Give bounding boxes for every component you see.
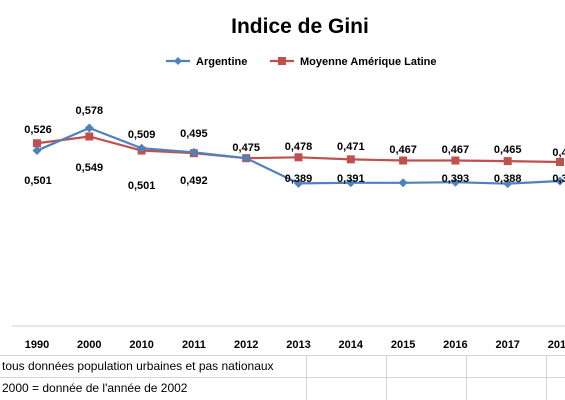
data-label: 0,467 <box>442 144 470 156</box>
data-point <box>33 139 41 148</box>
x-tick-label: 1990 <box>25 339 49 351</box>
x-tick-label: 2017 <box>495 339 519 351</box>
data-label: 0,467 <box>389 144 417 156</box>
data-label: 0,393 <box>442 173 470 185</box>
data-point <box>503 179 513 189</box>
data-point <box>503 157 512 166</box>
data-label: 0,471 <box>337 141 365 153</box>
data-point <box>241 153 251 163</box>
data-label: 0,389 <box>285 173 313 185</box>
note-urban-data: tous données population urbaines et pas … <box>2 359 274 373</box>
data-point <box>555 176 565 186</box>
cell-gridline <box>306 355 307 400</box>
data-point <box>189 147 199 157</box>
data-label: 0,478 <box>285 141 313 153</box>
data-label: 0,578 <box>76 105 104 117</box>
note-year-2002: 2000 = donnée de l'année de 2002 <box>2 381 188 395</box>
data-point <box>137 143 147 153</box>
cell-gridline <box>466 355 467 400</box>
data-label: 0,3 <box>552 173 565 185</box>
data-label: 0,475 <box>232 142 260 154</box>
data-point <box>450 177 460 187</box>
gini-line-chart: Indice de Gini Argentine Moyenne Amérique… <box>12 15 565 351</box>
legend-label: Argentine <box>196 56 247 68</box>
data-point <box>294 178 303 188</box>
cell-gridline <box>386 355 387 400</box>
data-point <box>84 123 94 133</box>
data-label: 0,549 <box>76 162 104 174</box>
data-point <box>85 132 94 141</box>
data-point <box>399 156 408 165</box>
data-label: 0,391 <box>337 173 365 185</box>
data-labels: 0,526 0,501 0,578 0,549 0,509 0,501 0,495 0,492… <box>24 105 565 192</box>
spreadsheet-notes: tous données population urbaines et pas … <box>0 355 565 400</box>
legend: Argentine Moyenne Amérique Latine <box>166 56 437 68</box>
note-row: tous données population urbaines et pas … <box>0 355 565 376</box>
data-label: 0,388 <box>494 173 522 185</box>
data-point <box>398 178 408 188</box>
data-point <box>294 153 303 162</box>
data-point <box>346 155 355 164</box>
data-point <box>556 157 564 166</box>
chart-title: Indice de Gini <box>231 15 369 38</box>
x-tick-label: 2014 <box>339 339 364 351</box>
x-tick-label: 2010 <box>129 339 153 351</box>
cell-gridline <box>546 355 547 400</box>
legend-marker <box>278 57 286 65</box>
data-label: 0,4 <box>552 147 565 159</box>
note-row: 2000 = donnée de l'année de 2002 <box>0 377 565 398</box>
data-label: 0,501 <box>24 175 52 187</box>
x-tick-label: 2013 <box>286 339 310 351</box>
x-tick-label: 2011 <box>182 339 206 351</box>
x-tick-label: 2018 <box>548 339 565 351</box>
x-tick-label: 2015 <box>391 339 415 351</box>
legend-marker <box>174 57 182 65</box>
x-axis-ticks: 1990 2000 2010 2011 2012 2013 2014 2015 2016 2017… <box>25 339 565 351</box>
data-label: 0,501 <box>128 180 156 192</box>
data-label: 0,492 <box>180 175 208 187</box>
data-label: 0,526 <box>24 124 52 136</box>
series-layer <box>32 123 565 189</box>
legend-label: Moyenne Amérique Latine <box>300 56 437 68</box>
data-point <box>451 156 460 165</box>
data-label: 0,509 <box>128 129 156 141</box>
data-label: 0,495 <box>180 128 208 140</box>
data-point <box>346 178 356 188</box>
x-tick-label: 2000 <box>77 339 101 351</box>
x-tick-label: 2016 <box>443 339 467 351</box>
data-point <box>32 146 42 156</box>
data-label: 0,465 <box>494 144 522 156</box>
x-tick-label: 2012 <box>234 339 258 351</box>
